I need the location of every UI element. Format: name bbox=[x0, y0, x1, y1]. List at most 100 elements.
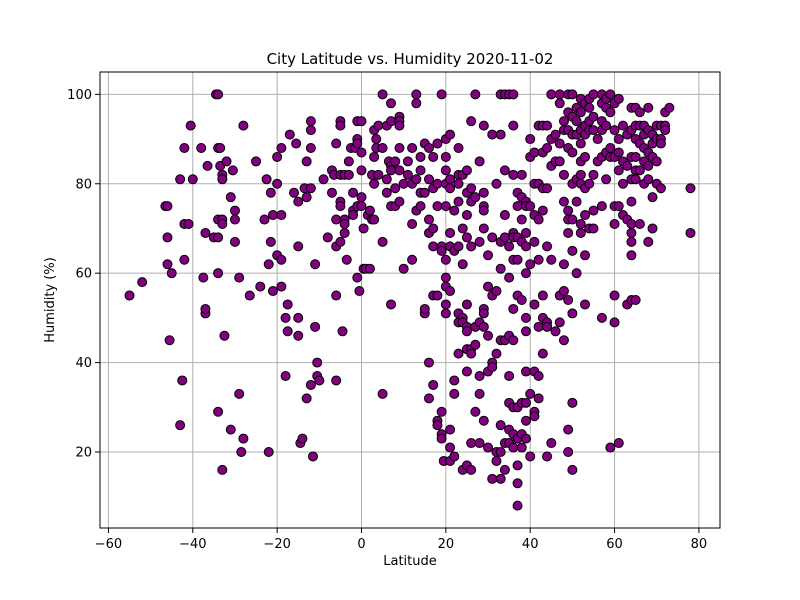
data-point bbox=[276, 254, 287, 265]
data-point bbox=[613, 93, 624, 104]
data-point bbox=[352, 272, 363, 283]
data-point bbox=[520, 268, 531, 279]
data-point bbox=[529, 147, 540, 158]
data-point bbox=[558, 169, 569, 180]
chart-title: City Latitude vs. Humidity 2020-11-02 bbox=[267, 50, 554, 68]
data-point bbox=[601, 174, 612, 185]
data-point bbox=[217, 219, 228, 229]
data-point bbox=[445, 183, 456, 194]
data-point bbox=[504, 241, 515, 252]
data-point bbox=[457, 259, 468, 270]
data-point bbox=[613, 438, 624, 449]
data-point bbox=[377, 236, 388, 247]
data-point bbox=[601, 120, 612, 131]
data-point bbox=[550, 326, 561, 337]
data-point bbox=[440, 254, 451, 265]
data-point bbox=[445, 442, 456, 453]
data-point bbox=[461, 210, 472, 221]
data-point bbox=[660, 125, 671, 136]
data-point bbox=[533, 321, 544, 332]
data-point bbox=[491, 455, 502, 466]
data-point bbox=[369, 214, 380, 225]
data-point bbox=[238, 120, 249, 131]
data-point bbox=[525, 259, 536, 270]
data-point bbox=[512, 460, 523, 471]
data-point bbox=[504, 272, 515, 283]
data-point bbox=[162, 232, 173, 243]
data-point bbox=[335, 120, 346, 131]
data-point bbox=[428, 241, 439, 252]
data-point bbox=[402, 156, 413, 167]
data-point bbox=[445, 227, 456, 238]
data-point bbox=[213, 406, 224, 417]
x-tick-label: −60 bbox=[95, 537, 122, 552]
data-point bbox=[236, 447, 247, 457]
y-tick-label: 80 bbox=[75, 177, 92, 192]
data-point bbox=[162, 201, 173, 212]
data-point bbox=[423, 174, 434, 185]
data-point bbox=[483, 442, 494, 453]
data-point bbox=[580, 299, 591, 310]
data-point bbox=[394, 143, 405, 153]
data-point bbox=[630, 151, 641, 162]
data-point bbox=[478, 205, 489, 216]
data-point bbox=[341, 254, 352, 265]
data-point bbox=[575, 138, 586, 149]
data-point bbox=[487, 232, 498, 243]
data-point bbox=[449, 375, 460, 386]
data-point bbox=[234, 388, 245, 399]
data-point bbox=[466, 241, 477, 252]
data-point bbox=[331, 214, 342, 225]
data-point bbox=[546, 438, 557, 449]
data-point bbox=[310, 259, 321, 270]
data-point bbox=[461, 299, 472, 310]
data-point bbox=[520, 326, 531, 337]
data-point bbox=[215, 143, 226, 153]
data-point bbox=[265, 236, 276, 247]
data-point bbox=[520, 415, 531, 426]
data-point bbox=[554, 317, 565, 328]
data-point bbox=[520, 312, 531, 323]
data-point bbox=[474, 236, 485, 247]
data-point bbox=[474, 438, 485, 449]
data-point bbox=[571, 196, 582, 207]
data-point bbox=[335, 236, 346, 247]
data-point bbox=[356, 192, 367, 203]
data-point bbox=[381, 187, 392, 198]
data-point bbox=[613, 201, 624, 212]
data-point bbox=[440, 201, 451, 212]
data-point bbox=[571, 268, 582, 279]
data-point bbox=[225, 192, 236, 203]
data-point bbox=[312, 357, 323, 368]
data-point bbox=[613, 147, 624, 158]
data-point bbox=[542, 120, 553, 131]
data-point bbox=[655, 183, 666, 194]
data-point bbox=[617, 178, 628, 189]
data-point bbox=[588, 205, 599, 216]
data-point bbox=[508, 303, 519, 314]
data-point bbox=[461, 165, 472, 176]
data-point bbox=[655, 138, 666, 149]
data-point bbox=[196, 143, 207, 153]
data-point bbox=[343, 156, 354, 167]
data-point bbox=[630, 174, 641, 185]
data-point bbox=[436, 245, 447, 256]
data-point bbox=[609, 219, 620, 229]
data-point bbox=[175, 420, 186, 431]
data-point bbox=[386, 299, 397, 310]
data-point bbox=[219, 330, 230, 341]
data-point bbox=[407, 219, 418, 229]
data-point bbox=[229, 205, 240, 216]
data-point bbox=[461, 232, 472, 243]
data-point bbox=[546, 254, 557, 265]
data-point bbox=[626, 236, 637, 247]
data-point bbox=[613, 165, 624, 176]
data-point bbox=[267, 286, 278, 297]
data-point bbox=[487, 473, 498, 484]
data-point bbox=[179, 143, 190, 153]
data-point bbox=[411, 174, 422, 185]
data-point bbox=[470, 339, 481, 350]
data-point bbox=[331, 138, 342, 149]
data-point bbox=[263, 259, 274, 270]
